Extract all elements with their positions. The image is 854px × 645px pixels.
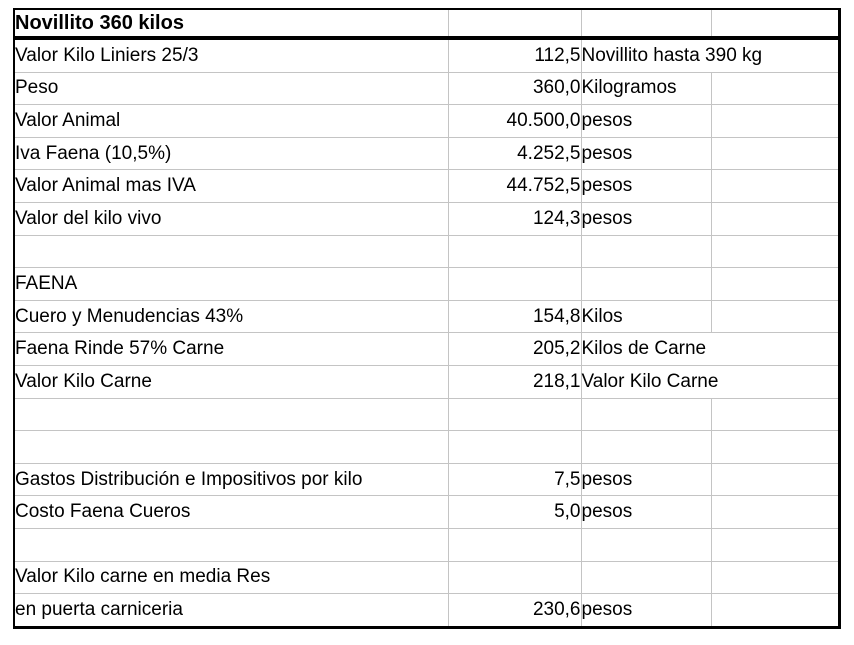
unit-cell[interactable]: pesos	[581, 593, 712, 628]
unit-cell[interactable]: pesos	[581, 202, 712, 236]
unit-cell[interactable]	[581, 430, 712, 464]
value-cell[interactable]	[448, 9, 582, 40]
value-cell[interactable]	[448, 267, 582, 301]
label-cell[interactable]: Costo Faena Cueros	[14, 495, 449, 529]
value-cell[interactable]: 218,1	[448, 365, 582, 399]
value-cell[interactable]: 205,2	[448, 332, 582, 366]
table-row: Valor Animal 40.500,0 pesos	[14, 104, 839, 138]
table-row: Valor Kilo carne en media Res	[14, 561, 839, 595]
value-cell[interactable]: 230,6	[448, 593, 582, 628]
table-row: Iva Faena (10,5%) 4.252,5 pesos	[14, 137, 839, 171]
label-cell[interactable]: FAENA	[14, 267, 449, 301]
value-cell[interactable]: 112,5	[448, 38, 582, 73]
extra-cell[interactable]	[711, 137, 839, 171]
pricing-table-body: Novillito 360 kilos Valor Kilo Liniers 25…	[14, 9, 839, 628]
pricing-table: Novillito 360 kilos Valor Kilo Liniers 25…	[13, 8, 841, 629]
table-row: Peso 360,0 Kilogramos	[14, 72, 839, 106]
value-cell[interactable]: 44.752,5	[448, 169, 582, 203]
extra-cell[interactable]	[711, 528, 839, 562]
extra-cell[interactable]	[711, 235, 839, 269]
unit-cell[interactable]: Kilogramos	[581, 72, 712, 106]
table-row: Valor Kilo Carne 218,1 Valor Kilo Carne	[14, 365, 839, 399]
extra-cell[interactable]	[711, 300, 839, 334]
extra-cell[interactable]	[711, 169, 839, 203]
table-row: Valor del kilo vivo 124,3 pesos	[14, 202, 839, 236]
table-row: Valor Animal mas IVA 44.752,5 pesos	[14, 169, 839, 203]
unit-cell[interactable]: pesos	[581, 137, 712, 171]
extra-cell[interactable]	[711, 202, 839, 236]
label-cell[interactable]: Peso	[14, 72, 449, 106]
extra-cell[interactable]	[711, 430, 839, 464]
table-row: Faena Rinde 57% Carne 205,2 Kilos de Carne	[14, 332, 839, 366]
extra-cell[interactable]	[711, 463, 839, 497]
table-row: Novillito 360 kilos	[14, 9, 839, 40]
unit-cell[interactable]	[581, 9, 712, 40]
label-cell[interactable]: en puerta carniceria	[14, 593, 449, 628]
value-cell[interactable]	[448, 528, 582, 562]
table-row: Gastos Distribución e Impositivos por ki…	[14, 463, 839, 497]
value-cell[interactable]	[448, 430, 582, 464]
sheet-title-cell[interactable]: Novillito 360 kilos	[14, 9, 449, 40]
table-row: Valor Kilo Liniers 25/3 112,5 Novillito ha…	[14, 38, 839, 73]
extra-cell[interactable]	[711, 267, 839, 301]
extra-cell[interactable]	[711, 398, 839, 432]
unit-cell[interactable]: pesos	[581, 463, 712, 497]
unit-cell[interactable]: Novillito hasta 390 kg	[581, 38, 839, 73]
value-cell[interactable]: 7,5	[448, 463, 582, 497]
label-cell[interactable]: Gastos Distribución e Impositivos por ki…	[14, 463, 449, 497]
label-cell[interactable]: Valor Animal	[14, 104, 449, 138]
table-row: FAENA	[14, 267, 839, 301]
unit-cell[interactable]: Valor Kilo Carne	[581, 365, 839, 399]
label-cell[interactable]	[14, 398, 449, 432]
extra-cell[interactable]	[711, 9, 839, 40]
label-cell[interactable]	[14, 430, 449, 464]
unit-cell[interactable]	[581, 398, 712, 432]
table-row	[14, 430, 839, 464]
value-cell[interactable]: 360,0	[448, 72, 582, 106]
unit-cell[interactable]: Kilos	[581, 300, 712, 334]
table-row	[14, 235, 839, 269]
label-cell[interactable]: Cuero y Menudencias 43%	[14, 300, 449, 334]
unit-cell[interactable]: Kilos de Carne	[581, 332, 839, 366]
label-cell[interactable]: Valor Animal mas IVA	[14, 169, 449, 203]
value-cell[interactable]	[448, 561, 582, 595]
unit-cell[interactable]	[581, 235, 712, 269]
table-row: Costo Faena Cueros 5,0 pesos	[14, 495, 839, 529]
value-cell[interactable]: 124,3	[448, 202, 582, 236]
table-row	[14, 528, 839, 562]
table-row	[14, 398, 839, 432]
unit-cell[interactable]: pesos	[581, 169, 712, 203]
value-cell[interactable]	[448, 398, 582, 432]
label-cell[interactable]: Valor Kilo Liniers 25/3	[14, 38, 449, 73]
unit-cell[interactable]: pesos	[581, 104, 712, 138]
unit-cell[interactable]	[581, 528, 712, 562]
table-row: Cuero y Menudencias 43% 154,8 Kilos	[14, 300, 839, 334]
value-cell[interactable]: 5,0	[448, 495, 582, 529]
label-cell[interactable]	[14, 528, 449, 562]
label-cell[interactable]: Faena Rinde 57% Carne	[14, 332, 449, 366]
unit-cell[interactable]: pesos	[581, 495, 712, 529]
extra-cell[interactable]	[711, 593, 839, 628]
value-cell[interactable]: 4.252,5	[448, 137, 582, 171]
table-row: en puerta carniceria 230,6 pesos	[14, 593, 839, 628]
extra-cell[interactable]	[711, 561, 839, 595]
label-cell[interactable]: Iva Faena (10,5%)	[14, 137, 449, 171]
value-cell[interactable]: 40.500,0	[448, 104, 582, 138]
value-cell[interactable]: 154,8	[448, 300, 582, 334]
value-cell[interactable]	[448, 235, 582, 269]
label-cell[interactable]: Valor Kilo carne en media Res	[14, 561, 449, 595]
label-cell[interactable]: Valor Kilo Carne	[14, 365, 449, 399]
extra-cell[interactable]	[711, 104, 839, 138]
label-cell[interactable]	[14, 235, 449, 269]
label-cell[interactable]: Valor del kilo vivo	[14, 202, 449, 236]
extra-cell[interactable]	[711, 495, 839, 529]
unit-cell[interactable]	[581, 561, 712, 595]
extra-cell[interactable]	[711, 72, 839, 106]
unit-cell[interactable]	[581, 267, 712, 301]
